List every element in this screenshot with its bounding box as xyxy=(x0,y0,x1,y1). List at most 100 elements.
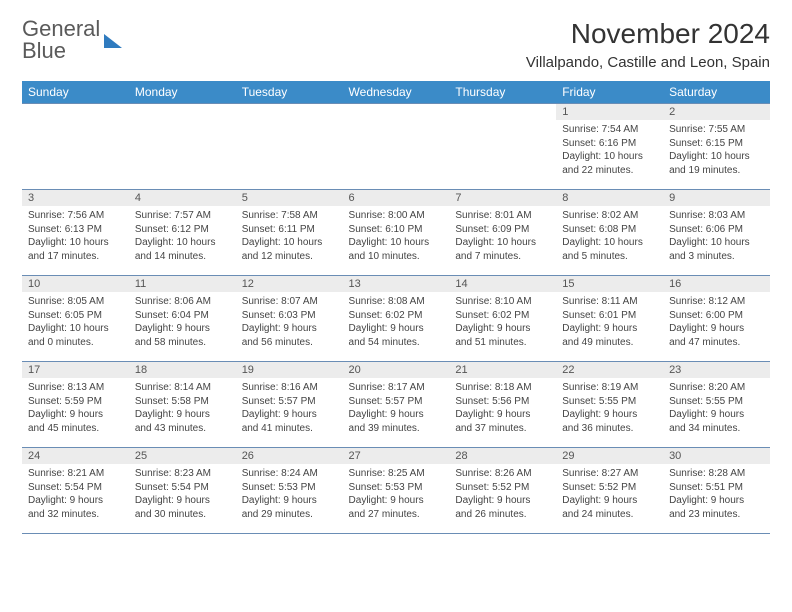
sunset-text: Sunset: 6:02 PM xyxy=(349,309,444,323)
calendar-day-cell xyxy=(236,104,343,190)
day-details: Sunrise: 8:10 AMSunset: 6:02 PMDaylight:… xyxy=(449,292,556,353)
day-details: Sunrise: 7:54 AMSunset: 6:16 PMDaylight:… xyxy=(556,120,663,181)
calendar-day-cell: 1Sunrise: 7:54 AMSunset: 6:16 PMDaylight… xyxy=(556,104,663,190)
sunset-text: Sunset: 5:53 PM xyxy=(349,481,444,495)
day-details: Sunrise: 8:01 AMSunset: 6:09 PMDaylight:… xyxy=(449,206,556,267)
calendar-day-cell: 27Sunrise: 8:25 AMSunset: 5:53 PMDayligh… xyxy=(343,448,450,534)
day-number: 5 xyxy=(236,190,343,206)
sunset-text: Sunset: 5:51 PM xyxy=(669,481,764,495)
day-details: Sunrise: 8:12 AMSunset: 6:00 PMDaylight:… xyxy=(663,292,770,353)
weekday-header: Tuesday xyxy=(236,81,343,104)
daylight-text: Daylight: 9 hours xyxy=(455,408,550,422)
sunrise-text: Sunrise: 8:27 AM xyxy=(562,467,657,481)
daylight-text-2: and 19 minutes. xyxy=(669,164,764,178)
calendar-day-cell xyxy=(343,104,450,190)
day-number: 4 xyxy=(129,190,236,206)
sunset-text: Sunset: 6:01 PM xyxy=(562,309,657,323)
day-number: 30 xyxy=(663,448,770,464)
calendar-day-cell: 25Sunrise: 8:23 AMSunset: 5:54 PMDayligh… xyxy=(129,448,236,534)
sunset-text: Sunset: 5:59 PM xyxy=(28,395,123,409)
day-details: Sunrise: 8:02 AMSunset: 6:08 PMDaylight:… xyxy=(556,206,663,267)
day-details: Sunrise: 8:05 AMSunset: 6:05 PMDaylight:… xyxy=(22,292,129,353)
day-number: 12 xyxy=(236,276,343,292)
calendar-day-cell: 18Sunrise: 8:14 AMSunset: 5:58 PMDayligh… xyxy=(129,362,236,448)
sunset-text: Sunset: 6:13 PM xyxy=(28,223,123,237)
day-number: 8 xyxy=(556,190,663,206)
sunrise-text: Sunrise: 8:06 AM xyxy=(135,295,230,309)
day-number: 27 xyxy=(343,448,450,464)
sunrise-text: Sunrise: 8:16 AM xyxy=(242,381,337,395)
daylight-text-2: and 32 minutes. xyxy=(28,508,123,522)
day-details: Sunrise: 8:13 AMSunset: 5:59 PMDaylight:… xyxy=(22,378,129,439)
daylight-text-2: and 22 minutes. xyxy=(562,164,657,178)
daylight-text-2: and 54 minutes. xyxy=(349,336,444,350)
daylight-text: Daylight: 9 hours xyxy=(349,322,444,336)
calendar-day-cell: 13Sunrise: 8:08 AMSunset: 6:02 PMDayligh… xyxy=(343,276,450,362)
day-number: 15 xyxy=(556,276,663,292)
calendar-day-cell: 26Sunrise: 8:24 AMSunset: 5:53 PMDayligh… xyxy=(236,448,343,534)
daylight-text: Daylight: 9 hours xyxy=(135,408,230,422)
daylight-text: Daylight: 9 hours xyxy=(135,494,230,508)
daylight-text-2: and 24 minutes. xyxy=(562,508,657,522)
daylight-text-2: and 27 minutes. xyxy=(349,508,444,522)
weekday-header: Sunday xyxy=(22,81,129,104)
daylight-text: Daylight: 9 hours xyxy=(562,408,657,422)
daylight-text: Daylight: 9 hours xyxy=(562,494,657,508)
calendar-day-cell: 10Sunrise: 8:05 AMSunset: 6:05 PMDayligh… xyxy=(22,276,129,362)
day-details: Sunrise: 8:06 AMSunset: 6:04 PMDaylight:… xyxy=(129,292,236,353)
day-details: Sunrise: 8:11 AMSunset: 6:01 PMDaylight:… xyxy=(556,292,663,353)
sunrise-text: Sunrise: 8:23 AM xyxy=(135,467,230,481)
location: Villalpando, Castille and Leon, Spain xyxy=(526,54,770,71)
day-details: Sunrise: 7:58 AMSunset: 6:11 PMDaylight:… xyxy=(236,206,343,267)
daylight-text-2: and 29 minutes. xyxy=(242,508,337,522)
sunset-text: Sunset: 5:56 PM xyxy=(455,395,550,409)
sunrise-text: Sunrise: 8:18 AM xyxy=(455,381,550,395)
day-number: 11 xyxy=(129,276,236,292)
day-number: 28 xyxy=(449,448,556,464)
day-number: 10 xyxy=(22,276,129,292)
day-number: 6 xyxy=(343,190,450,206)
header: General Blue November 2024 Villalpando, … xyxy=(22,18,770,71)
weekday-header: Friday xyxy=(556,81,663,104)
daylight-text: Daylight: 9 hours xyxy=(28,408,123,422)
sunrise-text: Sunrise: 8:13 AM xyxy=(28,381,123,395)
calendar-day-cell: 19Sunrise: 8:16 AMSunset: 5:57 PMDayligh… xyxy=(236,362,343,448)
daylight-text-2: and 5 minutes. xyxy=(562,250,657,264)
logo-line1: General xyxy=(22,18,100,40)
daylight-text: Daylight: 10 hours xyxy=(669,236,764,250)
day-number: 7 xyxy=(449,190,556,206)
day-details: Sunrise: 8:08 AMSunset: 6:02 PMDaylight:… xyxy=(343,292,450,353)
day-details: Sunrise: 8:20 AMSunset: 5:55 PMDaylight:… xyxy=(663,378,770,439)
day-number: 13 xyxy=(343,276,450,292)
daylight-text: Daylight: 9 hours xyxy=(562,322,657,336)
sunrise-text: Sunrise: 8:21 AM xyxy=(28,467,123,481)
calendar-week-row: 3Sunrise: 7:56 AMSunset: 6:13 PMDaylight… xyxy=(22,190,770,276)
daylight-text-2: and 3 minutes. xyxy=(669,250,764,264)
day-number: 19 xyxy=(236,362,343,378)
calendar-day-cell: 7Sunrise: 8:01 AMSunset: 6:09 PMDaylight… xyxy=(449,190,556,276)
day-details: Sunrise: 8:14 AMSunset: 5:58 PMDaylight:… xyxy=(129,378,236,439)
sunset-text: Sunset: 6:06 PM xyxy=(669,223,764,237)
sunrise-text: Sunrise: 8:10 AM xyxy=(455,295,550,309)
daylight-text-2: and 14 minutes. xyxy=(135,250,230,264)
sunrise-text: Sunrise: 8:24 AM xyxy=(242,467,337,481)
sunrise-text: Sunrise: 8:08 AM xyxy=(349,295,444,309)
daylight-text: Daylight: 10 hours xyxy=(135,236,230,250)
daylight-text: Daylight: 9 hours xyxy=(349,494,444,508)
sunrise-text: Sunrise: 8:00 AM xyxy=(349,209,444,223)
day-details: Sunrise: 8:28 AMSunset: 5:51 PMDaylight:… xyxy=(663,464,770,525)
daylight-text-2: and 0 minutes. xyxy=(28,336,123,350)
sunset-text: Sunset: 6:16 PM xyxy=(562,137,657,151)
sunrise-text: Sunrise: 8:17 AM xyxy=(349,381,444,395)
calendar-week-row: 1Sunrise: 7:54 AMSunset: 6:16 PMDaylight… xyxy=(22,104,770,190)
sunset-text: Sunset: 6:03 PM xyxy=(242,309,337,323)
sunset-text: Sunset: 5:55 PM xyxy=(562,395,657,409)
day-number: 18 xyxy=(129,362,236,378)
day-details: Sunrise: 7:55 AMSunset: 6:15 PMDaylight:… xyxy=(663,120,770,181)
daylight-text: Daylight: 10 hours xyxy=(242,236,337,250)
day-details: Sunrise: 8:23 AMSunset: 5:54 PMDaylight:… xyxy=(129,464,236,525)
calendar-day-cell: 15Sunrise: 8:11 AMSunset: 6:01 PMDayligh… xyxy=(556,276,663,362)
sunrise-text: Sunrise: 7:58 AM xyxy=(242,209,337,223)
daylight-text-2: and 34 minutes. xyxy=(669,422,764,436)
daylight-text-2: and 43 minutes. xyxy=(135,422,230,436)
